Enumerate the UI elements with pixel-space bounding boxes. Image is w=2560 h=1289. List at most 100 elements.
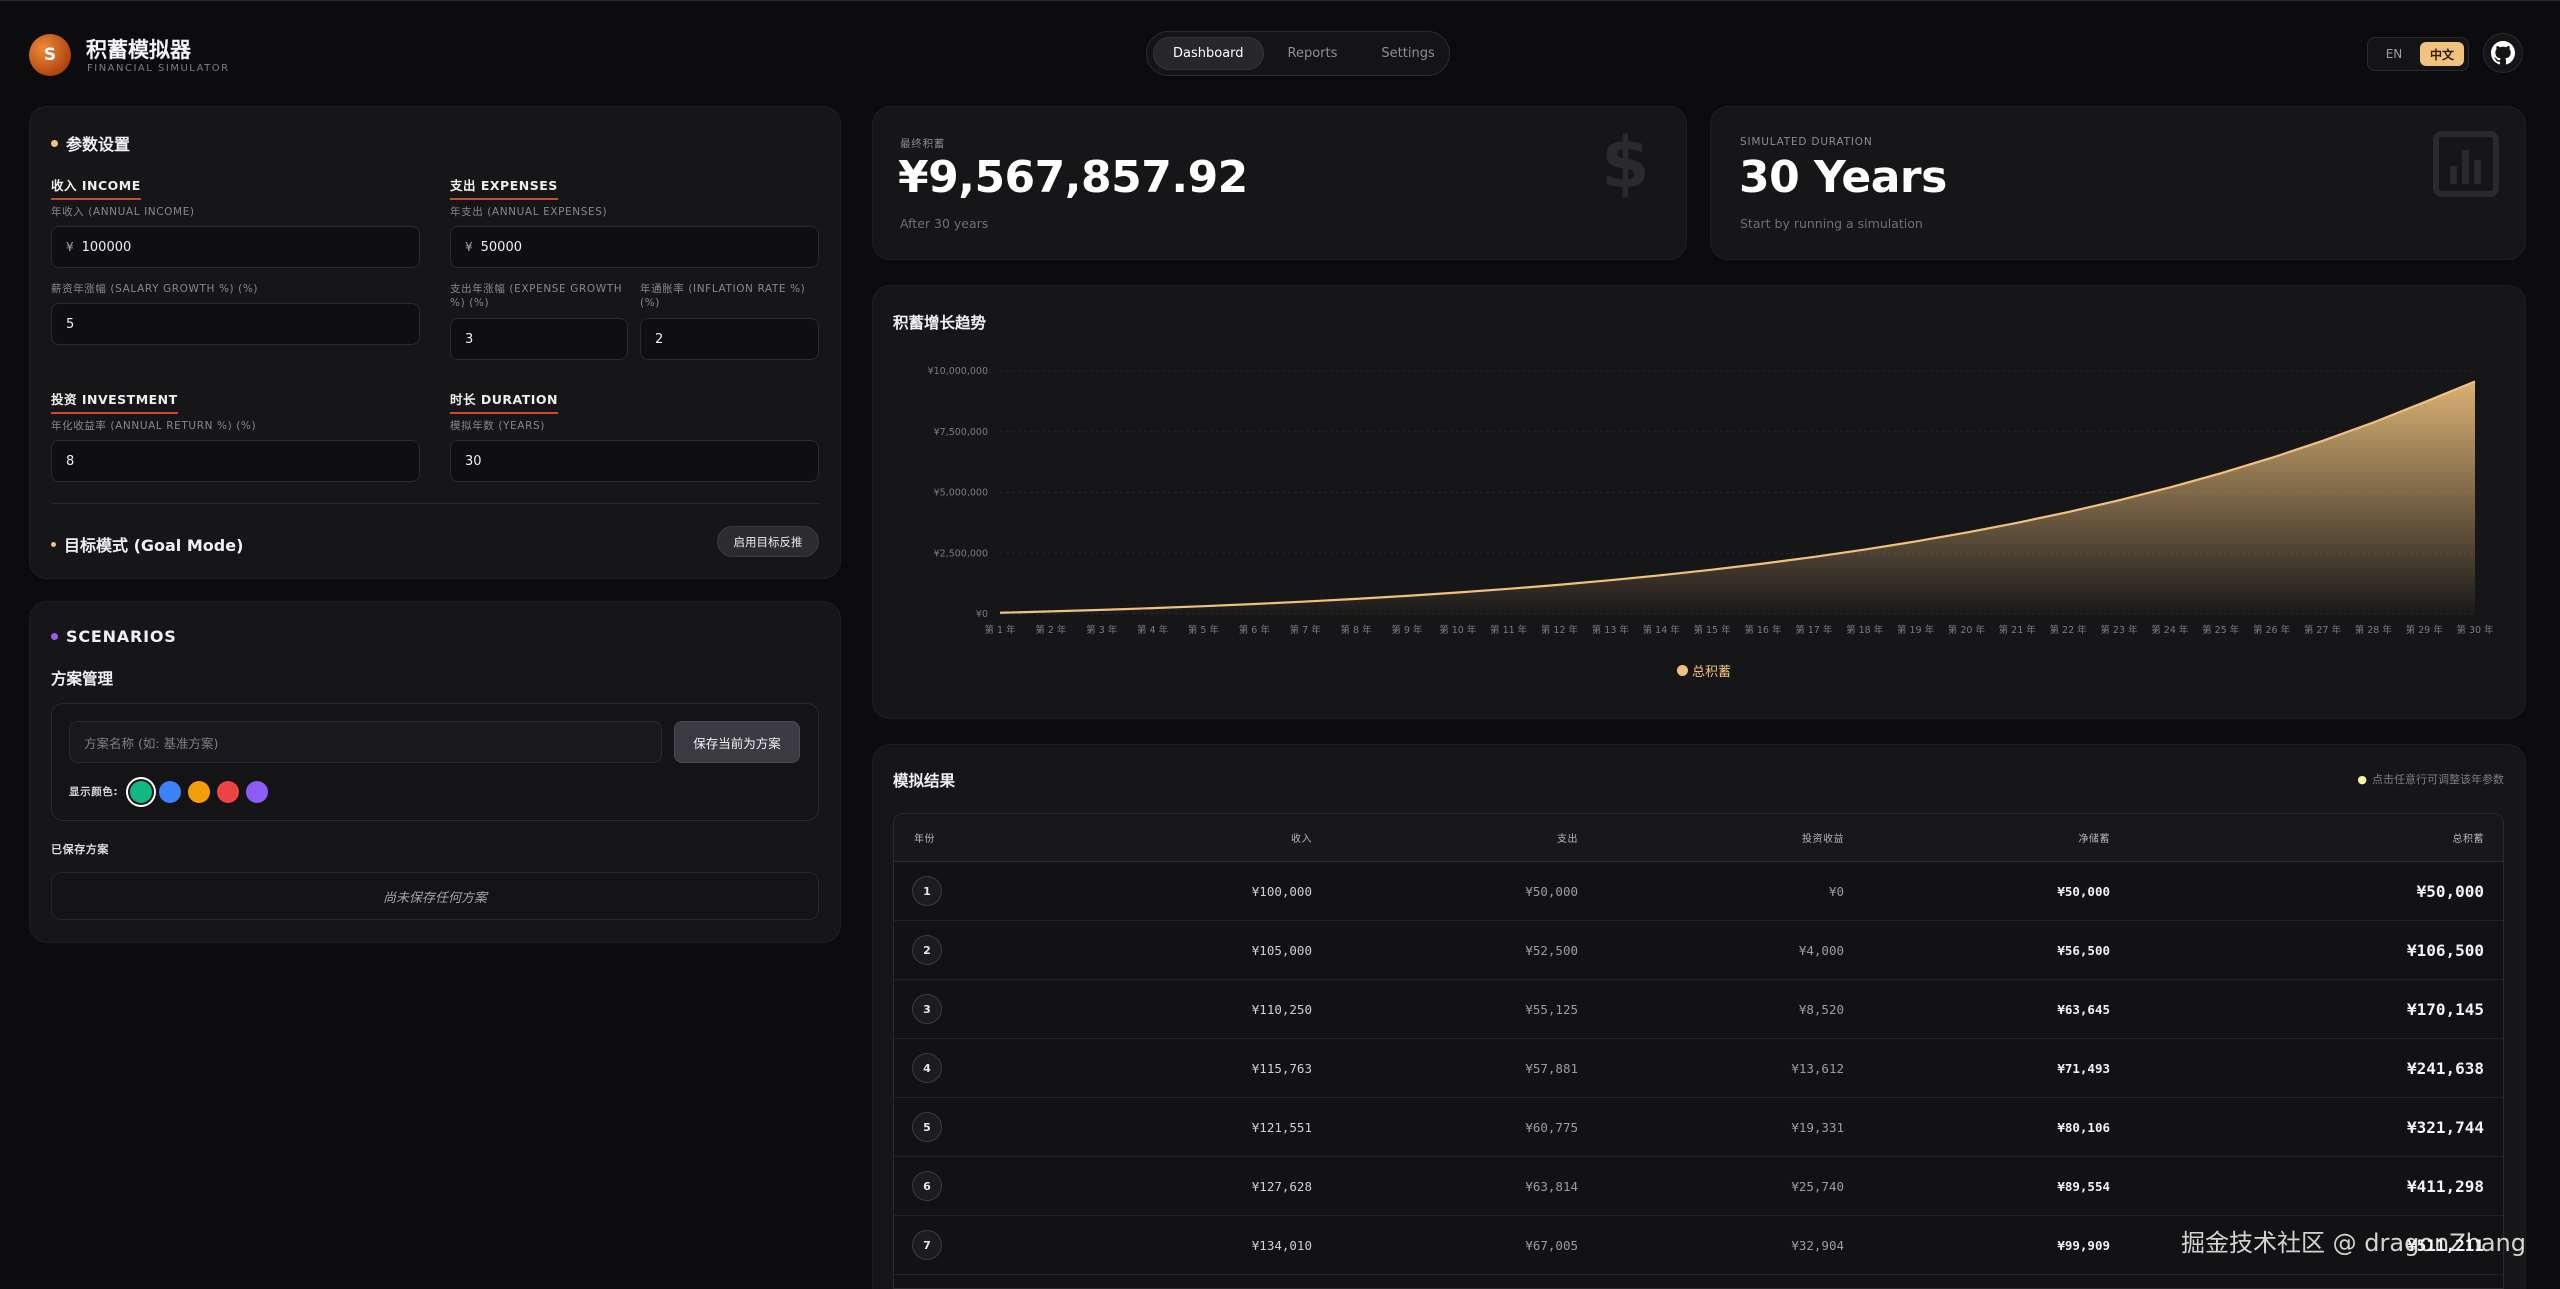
chart-title: 积蓄增长趋势	[893, 314, 987, 332]
expenses-section-label: 支出 EXPENSES	[450, 175, 558, 200]
tab-settings[interactable]: Settings	[1381, 46, 1435, 61]
x-tick-label: 第 27 年	[2304, 624, 2342, 636]
annual-return-input[interactable]: 8	[51, 440, 420, 482]
annual-expenses-label: 年支出 (ANNUAL EXPENSES)	[450, 206, 608, 218]
net-cell: ¥50,000	[2057, 883, 2110, 899]
x-tick-label: 第 22 年	[2050, 624, 2088, 636]
table-row[interactable]: 1 ¥100,000 ¥50,000 ¥0 ¥50,000 ¥50,000	[894, 862, 2503, 921]
goal-mode-toggle[interactable]: 目标模式 (Goal Mode)	[51, 532, 243, 556]
save-scenario-button[interactable]: 保存当前为方案	[674, 721, 800, 763]
expense-growth-label: 支出年涨幅 (EXPENSE GROWTH %) (%)	[450, 282, 630, 310]
savings-chart[interactable]: ¥0 ¥2,500,000 ¥5,000,000 ¥7,500,000 ¥10,000,…	[880, 350, 2520, 690]
app-logo[interactable]: S	[29, 34, 71, 76]
net-cell: ¥99,909	[2057, 1237, 2110, 1253]
expense-growth-value: 3	[465, 331, 474, 347]
x-tick-label: 第 9 年	[1391, 624, 1423, 636]
inflation-input[interactable]: 2	[640, 318, 819, 360]
table-row[interactable]: 5 ¥121,551 ¥60,775 ¥19,331 ¥80,106 ¥321,744	[894, 1098, 2503, 1157]
final-savings-note: After 30 years	[900, 216, 989, 231]
saved-scenarios-empty: 尚未保存任何方案	[51, 872, 819, 920]
salary-growth-input[interactable]: 5	[51, 303, 420, 345]
net-cell: ¥63,645	[2057, 1001, 2110, 1017]
scenario-name-input[interactable]: 方案名称 (如: 基准方案)	[69, 721, 662, 763]
goal-mode-label: 目标模式 (Goal Mode)	[64, 536, 244, 555]
annual-expenses-input[interactable]: ¥ 50000	[450, 226, 819, 268]
x-tick-label: 第 10 年	[1439, 624, 1477, 636]
year-badge: 3	[912, 994, 942, 1024]
annual-income-value: 100000	[81, 239, 132, 255]
color-swatch[interactable]	[159, 781, 181, 803]
scenarios-heading-text: SCENARIOS	[66, 627, 177, 646]
income-cell: ¥100,000	[1251, 883, 1312, 899]
lightbulb-icon: ●	[2357, 772, 2367, 786]
x-tick-label: 第 13 年	[1592, 624, 1630, 636]
expense-cell: ¥52,500	[1525, 942, 1578, 958]
year-badge: 1	[912, 876, 942, 906]
year-cell: 3	[912, 980, 942, 1038]
color-swatch[interactable]	[130, 781, 152, 803]
year-badge: 7	[912, 1230, 942, 1260]
years-input[interactable]: 30	[450, 440, 819, 482]
invest-cell: ¥0	[1828, 883, 1844, 899]
enable-goal-button[interactable]: 启用目标反推	[717, 526, 819, 557]
expense-cell: ¥50,000	[1525, 883, 1578, 899]
final-savings-card	[872, 106, 1687, 260]
col-income[interactable]: 收入	[1291, 834, 1312, 845]
inflation-label-line1: 年通胀率 (INFLATION RATE %)	[640, 283, 806, 295]
col-year[interactable]: 年份	[914, 834, 935, 845]
duration-value: 30 Years	[1739, 152, 1947, 203]
scenarios-subheading: 方案管理	[51, 670, 114, 688]
color-swatch[interactable]	[188, 781, 210, 803]
color-swatch[interactable]	[217, 781, 239, 803]
income-cell: ¥121,551	[1251, 1119, 1312, 1135]
tab-reports[interactable]: Reports	[1287, 46, 1338, 61]
color-swatch[interactable]	[246, 781, 268, 803]
inflation-label-line2: (%)	[640, 297, 660, 309]
lang-en-button[interactable]: EN	[2385, 47, 2403, 61]
language-toggle: EN 中文	[2367, 37, 2469, 71]
net-cell: ¥56,500	[2057, 942, 2110, 958]
params-heading-text: 参数设置	[66, 135, 131, 154]
col-invest[interactable]: 投资收益	[1802, 834, 1844, 845]
annual-income-input[interactable]: ¥ 100000	[51, 226, 420, 268]
expense-cell: ¥57,881	[1525, 1060, 1578, 1076]
params-dot-icon	[51, 139, 58, 147]
x-tick-label: 第 20 年	[1948, 624, 1986, 636]
x-tick-label: 第 25 年	[2202, 624, 2240, 636]
income-section-label: 收入 INCOME	[51, 175, 141, 200]
bar-chart-icon	[2433, 131, 2499, 197]
table-row[interactable]: 4 ¥115,763 ¥57,881 ¥13,612 ¥71,493 ¥241,638	[894, 1039, 2503, 1098]
col-expense[interactable]: 支出	[1557, 834, 1578, 845]
table-row[interactable]: 2 ¥105,000 ¥52,500 ¥4,000 ¥56,500 ¥106,500	[894, 921, 2503, 980]
logo-letter: S	[43, 45, 57, 65]
dollar-icon: $	[1601, 122, 1650, 204]
year-cell: 4	[912, 1039, 942, 1097]
col-net[interactable]: 净储蓄	[2078, 834, 2110, 845]
col-total[interactable]: 总积蓄	[2452, 834, 2484, 845]
total-cell: ¥241,638	[2406, 1058, 2484, 1078]
x-tick-label: 第 30 年	[2456, 624, 2494, 636]
legend-dot-icon	[1677, 665, 1688, 676]
params-heading: 参数设置	[51, 131, 130, 155]
table-row[interactable]: 3 ¥110,250 ¥55,125 ¥8,520 ¥63,645 ¥170,145	[894, 980, 2503, 1039]
chart-legend[interactable]: 总积蓄	[1677, 661, 1731, 680]
github-button[interactable]	[2483, 33, 2523, 73]
results-hint-text: 点击任意行可调整该年参数	[2372, 773, 2504, 786]
x-tick-label: 第 3 年	[1086, 624, 1118, 636]
scenarios-dot-icon	[51, 633, 58, 640]
lang-zh-button[interactable]: 中文	[2420, 42, 2464, 66]
table-row[interactable]: 6 ¥127,628 ¥63,814 ¥25,740 ¥89,554 ¥411,298	[894, 1157, 2503, 1216]
table-row[interactable]: 7 ¥134,010 ¥67,005 ¥32,904 ¥99,909 ¥511,211	[894, 1216, 2503, 1275]
tab-dashboard[interactable]: Dashboard	[1153, 37, 1264, 70]
x-tick-label: 第 28 年	[2355, 624, 2393, 636]
x-tick-label: 第 12 年	[1541, 624, 1579, 636]
x-tick-label: 第 7 年	[1290, 624, 1322, 636]
duration-card	[1710, 106, 2526, 260]
x-tick-label: 第 18 年	[1846, 624, 1884, 636]
annual-return-label: 年化收益率 (ANNUAL RETURN %) (%)	[51, 420, 257, 432]
annual-return-value: 8	[66, 453, 75, 469]
empty-scenarios-text: 尚未保存任何方案	[382, 890, 487, 906]
expense-growth-input[interactable]: 3	[450, 318, 628, 360]
year-cell: 5	[912, 1098, 942, 1156]
table-row[interactable]: 8	[894, 1275, 2503, 1288]
